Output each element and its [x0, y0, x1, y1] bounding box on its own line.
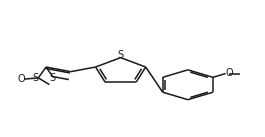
Text: O: O — [226, 68, 233, 78]
Text: S: S — [118, 50, 124, 60]
Text: S: S — [50, 73, 56, 83]
Text: O: O — [17, 74, 25, 84]
Text: S: S — [32, 73, 38, 83]
